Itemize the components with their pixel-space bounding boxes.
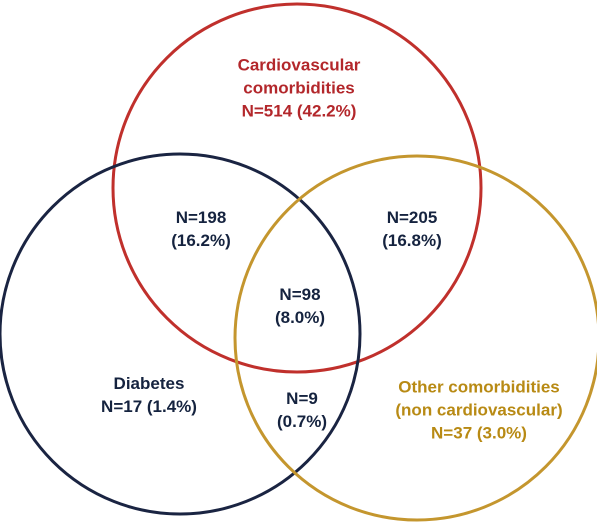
cardiovascular-label-line-2: comorbidities [243, 78, 355, 98]
cardiovascular-label-line-1: Cardiovascular [237, 55, 361, 75]
other-comorbidities-label: Other comorbidities (non cardiovascular)… [395, 376, 562, 445]
diabetes-label-line-1: Diabetes [113, 374, 185, 393]
cardiovascular-label: Cardiovascular comorbidities N=514 (42.2… [238, 54, 361, 123]
cardio-diabetes-percent: (16.2%) [171, 231, 231, 250]
cardio-other-count: N=205 [386, 208, 438, 227]
all-three-region-label: N=98 (8.0%) [275, 283, 325, 329]
diabetes-other-count: N=9 [286, 389, 318, 408]
cardio-diabetes-count: N=198 [175, 208, 227, 227]
cardiovascular-count: N=514 (42.2%) [241, 101, 357, 121]
other-label-line-1: Other comorbidities [398, 377, 560, 397]
cardiovascular-circle [111, 2, 483, 374]
diabetes-other-percent: (0.7%) [276, 412, 328, 431]
diabetes-count: N=17 (1.4%) [101, 397, 197, 416]
other-label-line-2: (non cardiovascular) [395, 400, 563, 420]
diabetes-label: Diabetes N=17 (1.4%) [101, 372, 197, 418]
all-three-percent: (8.0%) [274, 308, 326, 327]
other-comorbidities-circle [233, 154, 597, 522]
diabetes-circle [0, 152, 362, 516]
cardio-other-percent: (16.8%) [382, 231, 442, 250]
diabetes-other-region-label: N=9 (0.7%) [277, 387, 327, 433]
cardio-diabetes-region-label: N=198 (16.2%) [171, 206, 231, 252]
other-count: N=37 (3.0%) [431, 423, 527, 443]
all-three-count: N=98 [279, 285, 321, 304]
cardio-other-region-label: N=205 (16.8%) [382, 206, 442, 252]
